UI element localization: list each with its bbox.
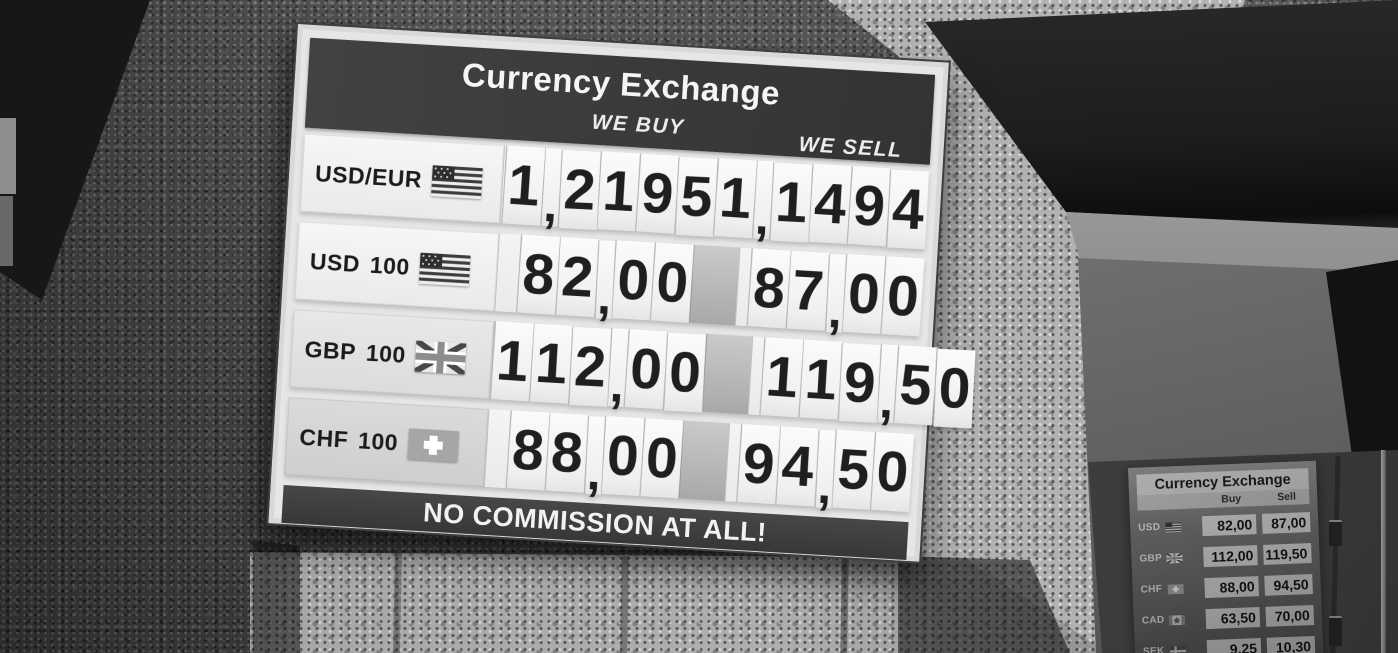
currency-code: CAD: [1141, 614, 1165, 627]
left-wall-light-band: [0, 118, 16, 194]
buy-rate: 9,25: [1206, 637, 1262, 653]
door-edge-highlight: [1381, 450, 1386, 653]
left-wall-gray-band: [0, 196, 13, 266]
currency-code: CHF: [298, 423, 350, 453]
currency-unit: 100: [357, 426, 399, 456]
sell-column-label: Sell: [1277, 490, 1297, 504]
currency-exchange-board: Currency Exchange WE BUY WE SELL USD/EUR…: [266, 21, 976, 564]
small-rate-row-cad: CAD 63,50 70,00: [1141, 601, 1315, 635]
currency-code: GBP: [1139, 552, 1163, 565]
uk-flag-icon: [1166, 552, 1183, 564]
small-rate-board: Currency Exchange Buy Sell USD 82,00 87,…: [1128, 460, 1325, 653]
door-hinge: [1329, 616, 1342, 646]
sell-rate: 94,50: [1264, 573, 1313, 596]
currency-label: USD 100: [294, 221, 499, 312]
sell-rate: 10,30: [1266, 635, 1316, 653]
small-rate-row-usd: USD 82,00 87,00: [1138, 508, 1311, 542]
buy-rate: 82,00: [1201, 513, 1257, 536]
small-rate-row-gbp: GBP 112,00 119,50: [1139, 539, 1312, 573]
small-rate-row-chf: CHF 88,00 94,50: [1140, 570, 1313, 604]
swiss-flag-icon: [1167, 583, 1184, 595]
buy-rate: 88,00: [1204, 575, 1259, 598]
spacer-card: [678, 420, 730, 502]
us-flag-icon: [418, 252, 471, 287]
currency-label: USD/EUR: [299, 133, 505, 224]
currency-code: CHF: [1140, 583, 1163, 596]
swiss-flag-icon: [407, 427, 459, 462]
door-hinge: [1329, 520, 1342, 546]
currency-code: GBP: [303, 335, 357, 365]
currency-unit: 100: [365, 339, 407, 368]
currency-label: GBP 100: [289, 309, 494, 399]
us-flag-icon: [431, 164, 483, 199]
sell-rate: 87,00: [1261, 511, 1311, 534]
currency-label: CHF 100: [284, 397, 489, 487]
buy-column-label: Buy: [1221, 492, 1242, 506]
currency-code: USD/EUR: [314, 159, 423, 193]
sell-rate: 119,50: [1262, 542, 1312, 565]
canada-flag-icon: [1168, 614, 1186, 625]
currency-unit: 100: [369, 251, 411, 280]
currency-code: SEK: [1142, 645, 1165, 653]
buy-rate: 63,50: [1205, 606, 1261, 629]
currency-code: USD: [309, 247, 361, 277]
column-header-we-sell: WE SELL: [798, 132, 904, 163]
sell-rate: 70,00: [1265, 604, 1315, 627]
spacer-card: [688, 244, 740, 326]
buy-rate: 112,00: [1203, 544, 1258, 567]
sweden-flag-icon: [1169, 645, 1187, 653]
us-flag-icon: [1165, 521, 1182, 533]
currency-code: USD: [1138, 521, 1161, 534]
column-header-we-buy: WE BUY: [591, 110, 686, 140]
uk-flag-icon: [414, 340, 467, 375]
small-rate-row-sek: SEK 9,25 10,30: [1143, 632, 1316, 653]
spacer-card: [701, 333, 753, 415]
